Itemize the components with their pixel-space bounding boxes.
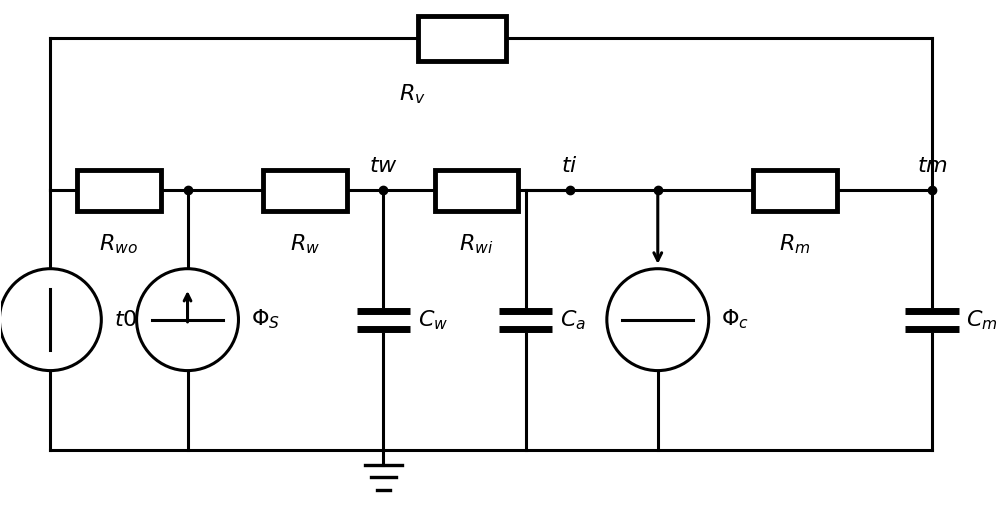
Bar [418,16,506,61]
Text: $\Phi_c$: $\Phi_c$ [721,308,749,331]
Text: $R_{wi}$: $R_{wi}$ [459,233,494,256]
Circle shape [607,269,709,371]
Circle shape [137,269,238,371]
Text: $ti$: $ti$ [561,156,578,176]
Text: $tw$: $tw$ [369,156,398,176]
Bar [753,170,837,211]
Text: $C_m$: $C_m$ [966,308,998,332]
Text: $t0$: $t0$ [114,309,138,330]
Text: $\Phi_S$: $\Phi_S$ [251,308,280,331]
Text: $R_v$: $R_v$ [399,82,426,106]
Text: $R_m$: $R_m$ [779,233,811,256]
Bar [263,170,347,211]
Text: $C_w$: $C_w$ [418,308,448,332]
Text: $tm$: $tm$ [917,156,948,176]
Text: $R_w$: $R_w$ [290,233,320,256]
Text: $C_a$: $C_a$ [560,308,586,332]
Text: $R_{wo}$: $R_{wo}$ [99,233,138,256]
Bar [435,170,518,211]
Bar [77,170,161,211]
Circle shape [0,269,101,371]
